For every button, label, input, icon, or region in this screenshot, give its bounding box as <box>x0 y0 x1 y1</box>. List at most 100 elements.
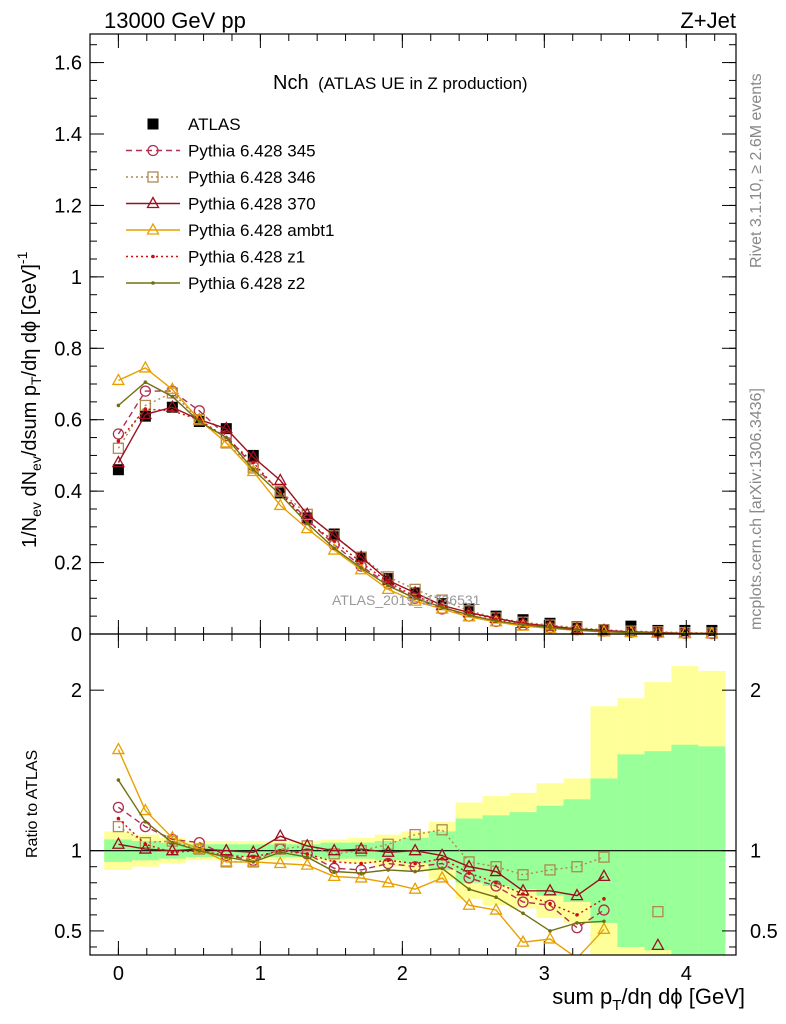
ratio-point <box>116 816 121 821</box>
ratio-point <box>598 851 610 863</box>
legend-label: Pythia 6.428 346 <box>188 168 316 187</box>
data-point <box>112 464 124 476</box>
data-point <box>624 625 638 638</box>
ratio-point <box>354 841 368 854</box>
legend-marker <box>147 171 159 183</box>
data-point <box>273 473 287 486</box>
main-frame <box>89 33 737 635</box>
data-point <box>138 360 152 373</box>
ratio-point <box>408 881 422 894</box>
ratio-y-tick-label: 0.5 <box>54 921 82 943</box>
data-point <box>278 492 283 497</box>
data-point <box>494 619 498 623</box>
data-point <box>467 610 471 615</box>
ratio-point <box>543 883 557 896</box>
ratio-point <box>440 856 444 861</box>
ratio-point <box>467 887 471 891</box>
data-point <box>359 566 363 570</box>
legend-label: Pythia 6.428 345 <box>188 142 316 161</box>
y-tick-label: 0.8 <box>54 338 82 360</box>
ratio-point <box>300 838 314 851</box>
legend-marker <box>146 222 160 235</box>
ratio-point <box>598 904 610 916</box>
data-point <box>112 428 125 440</box>
ratio-point <box>193 837 205 849</box>
ratio-point <box>597 869 611 882</box>
data-point <box>327 542 341 555</box>
legend-label: Pythia 6.428 z2 <box>188 274 305 293</box>
ratio-point <box>139 837 152 849</box>
plot-title-sub: (ATLAS UE in Z production) <box>318 74 527 93</box>
data-point <box>328 528 340 540</box>
ratio-point <box>116 778 121 782</box>
ratio-point <box>111 836 125 849</box>
ratio-point <box>111 742 125 755</box>
data-point <box>359 560 363 565</box>
ratio-point <box>278 850 283 855</box>
ratio-point <box>413 861 417 866</box>
ratio-point <box>570 888 584 901</box>
y-tick-label: 1.4 <box>54 124 82 146</box>
data-point <box>463 603 475 615</box>
header-left-label: 13000 GeV pp <box>104 8 246 33</box>
ratio-point <box>332 869 337 874</box>
x-axis-label: sum pT/dη dϕ [GeV] <box>552 984 745 1014</box>
ratio-point <box>548 929 552 933</box>
ratio-y-tick-label: 1 <box>71 841 82 863</box>
data-point <box>165 382 179 395</box>
data-point <box>219 421 233 434</box>
ratio-point <box>359 871 363 875</box>
ratio-point <box>112 801 125 813</box>
ratio-point <box>138 803 152 816</box>
analysis-watermark: ATLAS_2019_I1736531 <box>332 592 481 608</box>
ratio-point <box>548 901 552 906</box>
data-point <box>413 596 417 601</box>
y-tick-label: 0.2 <box>54 553 82 575</box>
x-tick-label: 1 <box>255 963 266 985</box>
data-point <box>332 546 337 551</box>
ratio-point <box>494 880 498 885</box>
data-point <box>575 628 579 632</box>
y-tick-label: 0 <box>71 624 82 646</box>
ratio-point <box>251 860 256 864</box>
ratio-point <box>305 855 310 859</box>
data-point <box>220 430 232 442</box>
ratio-point <box>462 859 476 872</box>
ratio-point <box>138 841 152 854</box>
ratio-point <box>575 921 579 925</box>
ratio-point <box>408 843 422 856</box>
data-point <box>112 442 125 454</box>
y-tick-label: 1.6 <box>54 53 82 75</box>
mcplots-label: mcplots.cern.ch [arXiv:1306.3436] <box>748 388 765 630</box>
ratio-point <box>327 869 341 882</box>
ratio-point <box>170 850 175 855</box>
ratio-point <box>112 820 125 833</box>
data-point <box>251 460 256 465</box>
x-tick-label: 2 <box>397 963 408 985</box>
legend-marker <box>151 254 155 259</box>
ratio-y-tick-label: 2 <box>71 680 82 702</box>
ratio-series-pythia-6-428-z2 <box>116 778 606 933</box>
data-point <box>305 521 310 526</box>
ratio-plot-panel: 0 1 2 3 4 0.5 0.5 1 1 2 2 <box>54 633 778 985</box>
header-right-label: Z+Jet <box>680 8 736 33</box>
ratio-point <box>224 855 229 859</box>
ratio-point <box>517 869 529 881</box>
ratio-point <box>489 902 503 915</box>
ratio-point <box>381 844 395 857</box>
ratio-point <box>462 897 476 910</box>
ratio-point <box>544 864 556 876</box>
data-point <box>251 467 256 472</box>
ratio-point <box>494 895 498 900</box>
data-point <box>354 562 368 575</box>
ratio-point <box>143 842 148 847</box>
ratio-frame <box>89 633 737 956</box>
ratio-point <box>521 911 525 916</box>
x-tick-label: 0 <box>113 963 124 985</box>
legend-marker <box>147 118 159 130</box>
ratio-point <box>332 860 337 864</box>
plot-title: Nch (ATLAS UE in Z production) <box>273 72 528 94</box>
ratio-clip <box>90 955 736 961</box>
ratio-point <box>386 858 390 863</box>
ratio-y-axis-label: Ratio to ATLAS <box>24 750 41 858</box>
